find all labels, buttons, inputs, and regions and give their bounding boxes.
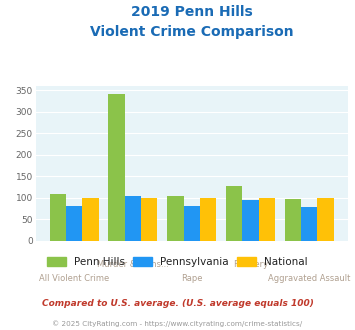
Text: Murder & Mans...: Murder & Mans...: [97, 260, 169, 269]
Bar: [200, 198, 216, 241]
Bar: [109, 94, 125, 241]
Text: 2019 Penn Hills: 2019 Penn Hills: [131, 5, 252, 19]
Bar: [82, 198, 99, 241]
Legend: Penn Hills, Pennsylvania, National: Penn Hills, Pennsylvania, National: [47, 257, 308, 267]
Bar: [301, 207, 317, 241]
Text: Violent Crime Comparison: Violent Crime Comparison: [90, 25, 294, 39]
Bar: [125, 196, 141, 241]
Text: All Violent Crime: All Violent Crime: [39, 274, 109, 283]
Bar: [259, 198, 275, 241]
Text: Rape: Rape: [181, 274, 202, 283]
Bar: [141, 198, 157, 241]
Bar: [167, 196, 184, 241]
Text: © 2025 CityRating.com - https://www.cityrating.com/crime-statistics/: © 2025 CityRating.com - https://www.city…: [53, 320, 302, 327]
Bar: [317, 198, 334, 241]
Bar: [242, 200, 259, 241]
Bar: [226, 186, 242, 241]
Bar: [184, 206, 200, 241]
Bar: [66, 206, 82, 241]
Text: Robbery: Robbery: [233, 260, 268, 269]
Bar: [50, 194, 66, 241]
Text: Aggravated Assault: Aggravated Assault: [268, 274, 350, 283]
Bar: [285, 199, 301, 241]
Text: Compared to U.S. average. (U.S. average equals 100): Compared to U.S. average. (U.S. average …: [42, 299, 313, 308]
